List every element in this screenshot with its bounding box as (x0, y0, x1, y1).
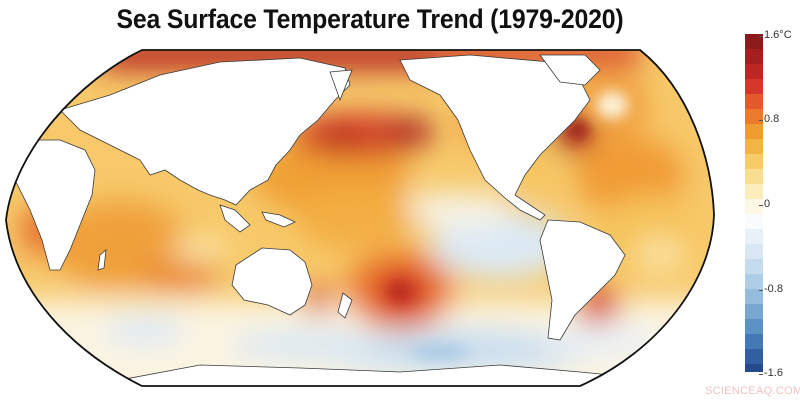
colorbar-tick-neg-0-8: -0.8 (759, 283, 783, 295)
sst-trend-map (5, 49, 715, 387)
colorbar-tick-min: -1.6 (759, 367, 783, 379)
chart-title: Sea Surface Temperature Trend (1979-2020… (116, 4, 624, 34)
ocean-field (6, 50, 714, 386)
colorbar-tick-max: 1.6°C (759, 29, 792, 41)
colorbar-tick-0: 0 (758, 198, 771, 210)
colorbar-tick-0-8: 0.8 (758, 113, 780, 125)
watermark: SCIENCEAQ.COM (705, 385, 800, 397)
map-border (5, 49, 715, 387)
colorbar (745, 34, 763, 372)
